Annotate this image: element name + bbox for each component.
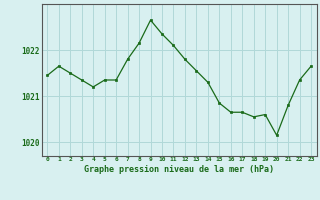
- X-axis label: Graphe pression niveau de la mer (hPa): Graphe pression niveau de la mer (hPa): [84, 165, 274, 174]
